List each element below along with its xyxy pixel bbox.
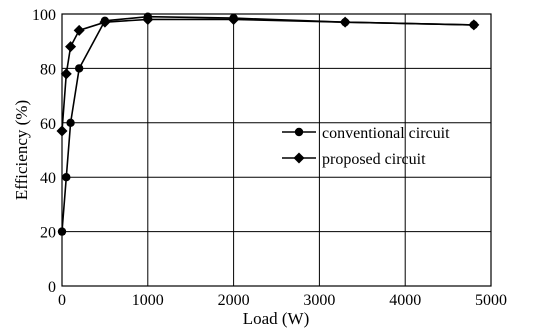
x-axis-tick-labels: 0 1000 2000 3000 4000 5000 <box>58 292 507 309</box>
y-tick-label: 60 <box>40 116 56 133</box>
y-tick-label: 80 <box>40 61 56 78</box>
data-point-proposed <box>73 24 85 36</box>
data-point-proposed <box>142 13 154 25</box>
legend-marker-proposed <box>293 152 305 164</box>
data-point-proposed <box>228 13 240 25</box>
series-line-proposed <box>61 18 474 132</box>
y-tick-label: 20 <box>40 225 56 242</box>
x-tick-label: 2000 <box>218 292 250 309</box>
series-proposed <box>56 13 480 137</box>
data-point-proposed <box>65 41 77 53</box>
data-point-conventional <box>66 118 75 128</box>
x-tick-label: 4000 <box>389 292 421 309</box>
y-tick-label: 0 <box>48 279 56 296</box>
legend: conventional circuit proposed circuit <box>282 125 450 168</box>
data-point-proposed <box>60 68 72 80</box>
data-point-proposed <box>468 19 480 31</box>
data-point-conventional <box>57 227 67 236</box>
legend-label-proposed: proposed circuit <box>322 151 426 168</box>
data-point-proposed <box>56 125 68 137</box>
x-axis-label: Load (W) <box>243 309 310 328</box>
x-tick-label: 5000 <box>475 292 507 309</box>
data-series <box>56 12 480 236</box>
grid <box>61 13 492 287</box>
data-point-conventional <box>74 64 84 73</box>
data-point-proposed <box>339 16 351 28</box>
y-axis-label: Efficiency (%) <box>12 100 31 200</box>
x-tick-label: 1000 <box>132 292 164 309</box>
legend-marker-conventional <box>294 127 304 137</box>
legend-label-conventional: conventional circuit <box>322 125 450 142</box>
y-tick-label: 100 <box>32 7 56 24</box>
data-point-proposed <box>99 16 111 28</box>
y-tick-label: 40 <box>40 170 56 187</box>
y-axis-tick-labels: 0 20 40 60 80 100 <box>32 7 56 296</box>
plot-area-frame <box>61 13 492 287</box>
x-tick-label: 3000 <box>303 292 335 309</box>
x-tick-label: 0 <box>58 292 66 309</box>
data-point-conventional <box>62 173 71 182</box>
